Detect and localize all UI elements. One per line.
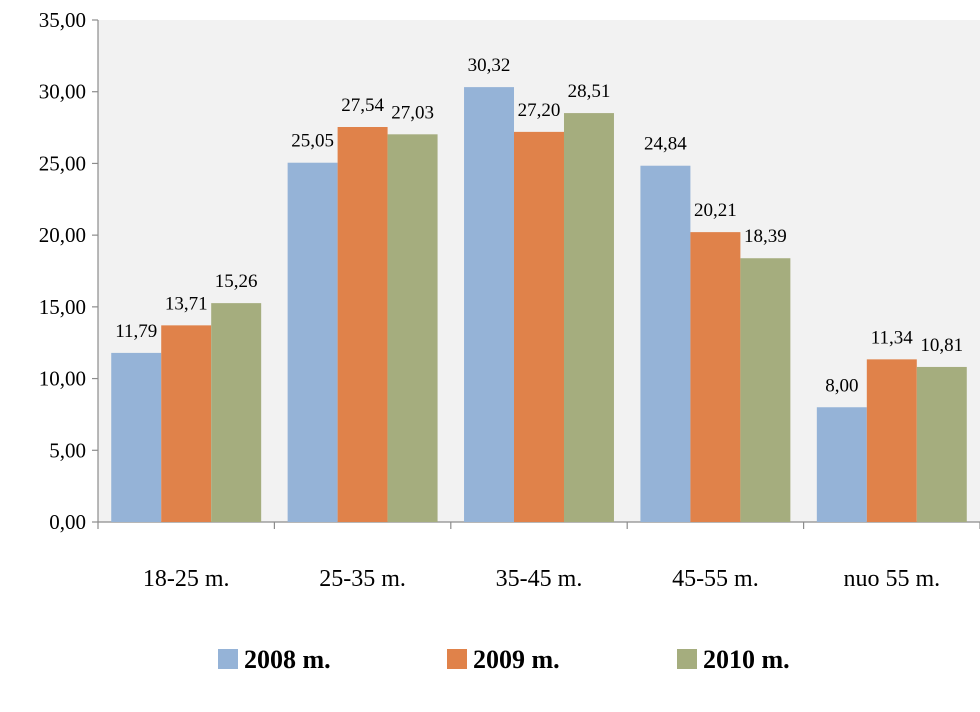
bar-2008-m--3 xyxy=(640,165,691,522)
y-tick-label: 0,00 xyxy=(49,510,86,534)
bar-2008-m--1 xyxy=(287,162,338,522)
data-label: 27,03 xyxy=(391,102,434,123)
data-labels: 11,79 25,05 30,32 24,84 8,00 13,71 27,54 27,20 2… xyxy=(115,55,963,396)
bar-2010-m--2 xyxy=(563,113,614,522)
y-tick-label: 35,00 xyxy=(39,8,86,32)
legend: 2008 m. 2009 m. 2010 m. xyxy=(218,645,790,674)
data-label: 11,79 xyxy=(115,321,157,342)
bar-2009-m--4 xyxy=(866,359,917,522)
data-label: 28,51 xyxy=(568,81,611,102)
bar-2008-m--2 xyxy=(464,87,515,522)
bar-2010-m--4 xyxy=(916,366,967,522)
x-category-label: nuo 55 m. xyxy=(843,566,940,592)
x-category-label: 45-55 m. xyxy=(672,566,759,592)
data-label: 24,84 xyxy=(644,134,687,155)
bar-2009-m--3 xyxy=(690,232,741,522)
bar-2010-m--3 xyxy=(740,258,791,522)
y-axis: 0,00 5,00 10,00 15,00 20,00 25,00 30,00 35,00 xyxy=(39,8,99,534)
data-label: 30,32 xyxy=(468,55,511,76)
x-category-label: 35-45 m. xyxy=(496,566,583,592)
y-tick-label: 20,00 xyxy=(39,223,86,247)
data-label: 15,26 xyxy=(215,271,258,292)
bar-2009-m--2 xyxy=(514,131,564,523)
y-tick-label: 25,00 xyxy=(39,151,86,175)
legend-swatch xyxy=(677,649,697,669)
data-label: 18,39 xyxy=(744,226,787,247)
data-label: 27,20 xyxy=(518,100,561,121)
legend-swatch xyxy=(218,649,238,669)
bar-2009-m--0 xyxy=(161,325,212,522)
data-label: 11,34 xyxy=(871,327,914,348)
y-tick-label: 30,00 xyxy=(39,80,86,104)
legend-label: 2008 m. xyxy=(244,645,331,674)
data-label: 25,05 xyxy=(291,131,334,152)
bar-2008-m--4 xyxy=(816,407,867,522)
data-label: 20,21 xyxy=(694,200,737,221)
legend-swatch xyxy=(447,649,467,669)
x-axis: 18-25 m. 25-35 m. 35-45 m. 45-55 m. nuo 55 m… xyxy=(97,521,980,592)
bar-2010-m--1 xyxy=(387,134,438,523)
bars xyxy=(111,87,967,523)
y-tick-label: 10,00 xyxy=(39,367,86,391)
data-label: 10,81 xyxy=(920,335,963,356)
bar-2010-m--0 xyxy=(211,303,262,522)
data-label: 13,71 xyxy=(165,293,208,314)
y-tick-label: 15,00 xyxy=(39,295,86,319)
bar-2008-m--0 xyxy=(111,352,162,522)
data-label: 27,54 xyxy=(341,95,384,116)
y-tick-label: 5,00 xyxy=(49,438,86,462)
x-category-label: 25-35 m. xyxy=(319,566,406,592)
data-label: 8,00 xyxy=(825,375,858,396)
legend-label: 2010 m. xyxy=(703,645,790,674)
legend-label: 2009 m. xyxy=(473,645,560,674)
x-category-label: 18-25 m. xyxy=(143,566,230,592)
bar-2009-m--1 xyxy=(337,126,388,522)
